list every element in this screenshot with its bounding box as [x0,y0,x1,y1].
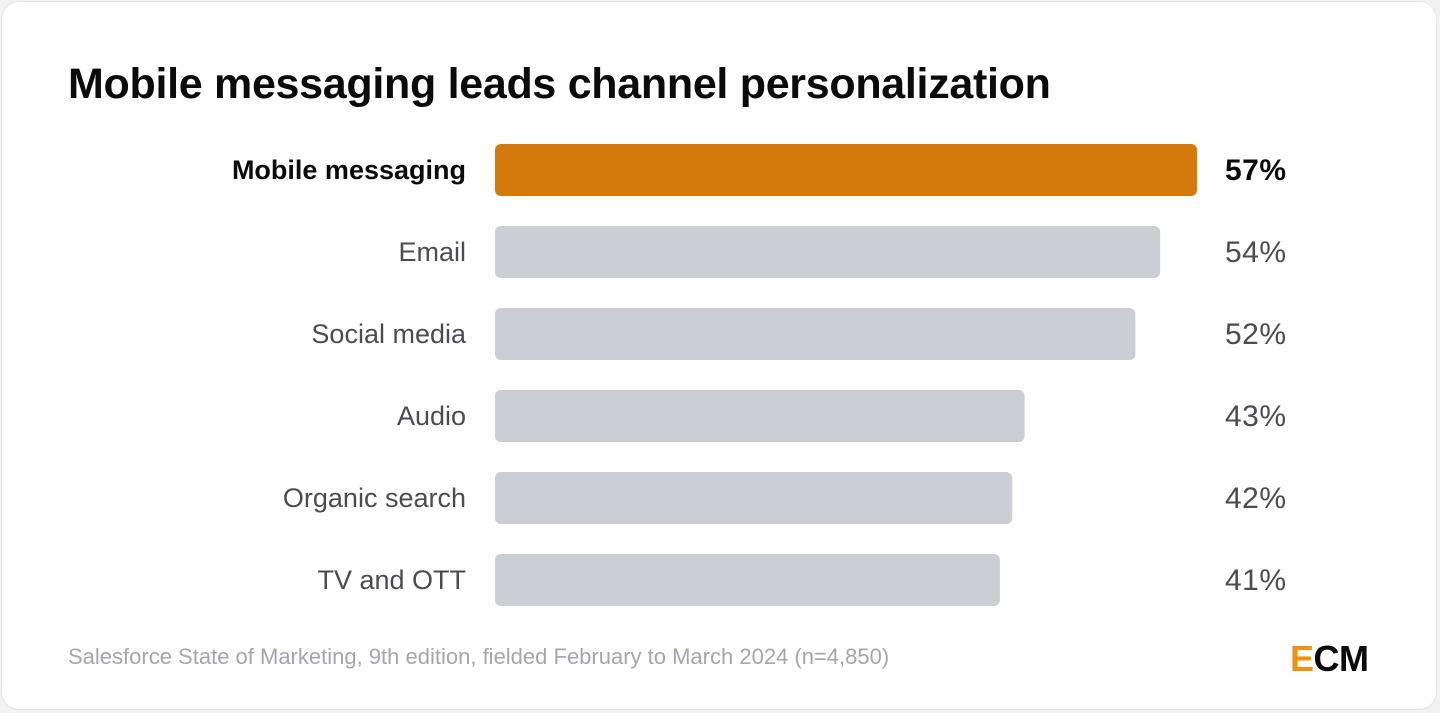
value-label-email: 54% [1225,236,1287,269]
source-note: Salesforce State of Marketing, 9th editi… [68,644,890,669]
category-label-tv-and-ott: TV and OTT [317,565,466,595]
bar-social-media [495,308,1136,360]
value-label-tv-and-ott: 41% [1225,564,1287,597]
chart-title: Mobile messaging leads channel personali… [68,60,1051,108]
category-label-mobile-messaging: Mobile messaging [232,155,466,185]
bar-email [495,226,1161,278]
bar-mobile-messaging [495,144,1197,196]
value-label-audio: 43% [1225,400,1287,433]
ecm-logo: ECM [1290,638,1369,680]
logo-letters-cm: CM [1313,638,1370,679]
category-label-audio: Audio [397,401,466,431]
value-label-social-media: 52% [1225,318,1287,351]
logo-letter-e: E [1290,638,1314,679]
category-label-email: Email [398,237,466,267]
bar-tv-and-ott [495,554,1000,606]
value-label-organic-search: 42% [1225,482,1287,515]
bar-organic-search [495,472,1013,524]
bar-audio [495,390,1025,442]
category-label-organic-search: Organic search [283,483,466,513]
value-label-mobile-messaging: 57% [1225,154,1287,187]
category-label-social-media: Social media [311,319,467,349]
